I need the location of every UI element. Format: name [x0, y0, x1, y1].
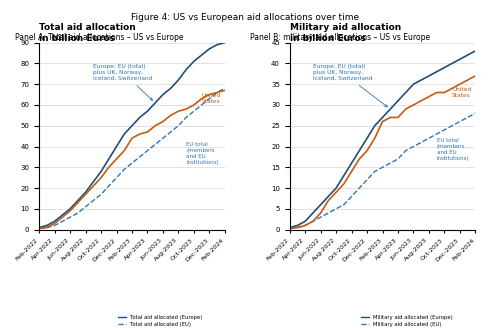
- Legend: Military aid allocated (Europe), Military aid allocated (EU), Military aid alloc: Military aid allocated (Europe), Militar…: [359, 313, 473, 328]
- Text: Europe: EU (total)
plus UK, Norway,
Iceland, Switzerland: Europe: EU (total) plus UK, Norway, Icel…: [313, 64, 387, 107]
- Text: EU total
(members
and EU
institutions): EU total (members and EU institutions): [186, 142, 219, 165]
- Text: Total aid allocation
in billion Euros: Total aid allocation in billion Euros: [39, 23, 136, 43]
- Legend: Total aid allocated (Europe), Total aid allocated (EU), Total aid allocated (Uni: Total aid allocated (Europe), Total aid …: [116, 313, 222, 328]
- Text: Panel B: military aid allocations – US vs Europe: Panel B: military aid allocations – US v…: [250, 33, 430, 42]
- Text: Military aid allocation
in billion Euros: Military aid allocation in billion Euros: [290, 23, 401, 43]
- Text: United
States: United States: [201, 93, 221, 104]
- Text: United
States: United States: [452, 87, 471, 98]
- Text: Figure 4: US vs European aid allocations over time: Figure 4: US vs European aid allocations…: [131, 13, 359, 22]
- Text: Panel A: Total aid allocations – US vs Europe: Panel A: Total aid allocations – US vs E…: [15, 33, 183, 42]
- Text: Europe: EU (total)
plus UK, Norway,
Iceland, Switzerland: Europe: EU (total) plus UK, Norway, Icel…: [93, 64, 153, 100]
- Text: EU total
(members
and EU
institutions): EU total (members and EU institutions): [437, 138, 469, 161]
